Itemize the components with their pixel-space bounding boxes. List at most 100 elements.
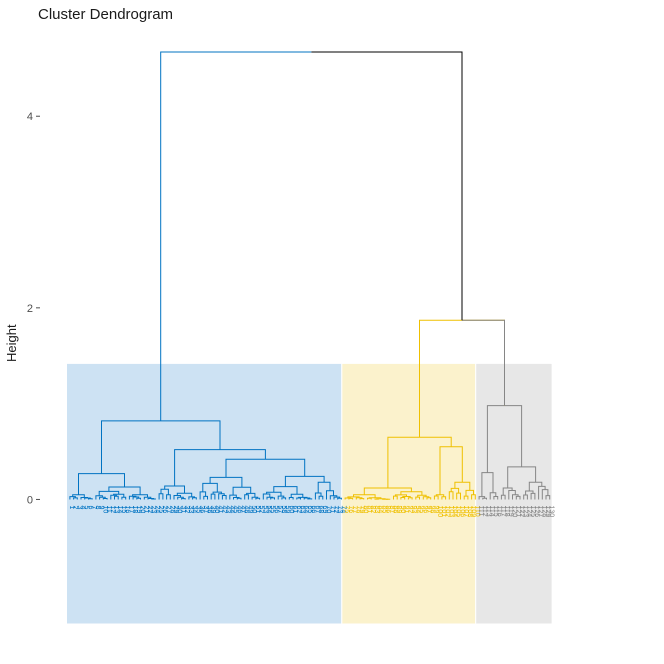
leaf-label: 82: [369, 506, 376, 514]
leaf-label: 116: [496, 506, 503, 517]
leaf-label: 106: [459, 506, 466, 518]
leaf-label: 59: [284, 506, 291, 514]
leaf-label: 43: [224, 506, 231, 514]
leaf-label: 114: [488, 506, 495, 517]
leaf-label: 120: [511, 506, 518, 518]
leaf-label: 20: [139, 506, 146, 514]
leaf-label: 92: [406, 506, 413, 514]
leaf-label: 68: [317, 506, 324, 514]
leaf-label: 73: [336, 506, 343, 514]
leaf-label: 63: [299, 506, 306, 514]
leaf-label: 57: [276, 506, 283, 514]
leaf-label: 31: [180, 506, 187, 514]
leaf-label: 72: [332, 506, 339, 514]
leaf-label: 113: [485, 506, 492, 517]
leaf-label: 125: [529, 506, 536, 518]
leaf-label: 126: [533, 506, 540, 518]
leaf-label: 101: [440, 506, 447, 518]
leaf-label: 46: [235, 506, 242, 514]
leaf-label: 75: [343, 506, 350, 514]
leaf-label: 8: [94, 506, 101, 510]
leaf-label: 74: [339, 506, 346, 514]
leaf-label: 62: [295, 506, 302, 514]
leaf-label: 38: [206, 506, 213, 514]
leaf-label: 50: [250, 506, 257, 514]
leaf-label: 35: [194, 506, 201, 514]
leaf-label: 102: [444, 506, 451, 518]
leaf-label: 2: [72, 506, 79, 510]
leaf-label: 11: [105, 506, 112, 513]
leaf-label: 95: [418, 506, 425, 514]
leaf-label: 79: [358, 506, 365, 514]
leaf-label: 117: [499, 506, 506, 517]
leaf-label: 83: [373, 506, 380, 514]
dendrogram-link: [151, 498, 156, 500]
leaf-label: 81: [366, 506, 373, 514]
leaf-label: 7: [90, 506, 97, 510]
leaf-label: 70: [325, 506, 332, 514]
leaf-label: 9: [98, 506, 105, 510]
leaf-label: 90: [399, 506, 406, 514]
leaf-label: 55: [269, 506, 276, 514]
leaf-label: 128: [540, 506, 547, 518]
leaf-label: 61: [291, 506, 298, 514]
leaf-label: 21: [142, 506, 149, 514]
leaf-label: 22: [146, 506, 153, 514]
leaf-label: 32: [183, 506, 190, 514]
leaf-label: 28: [168, 506, 175, 514]
leaf-label: 25: [157, 506, 164, 514]
leaf-label: 122: [518, 506, 525, 518]
leaf-label: 93: [410, 506, 417, 514]
leaf-label: 109: [470, 506, 477, 518]
leaf-label: 60: [287, 506, 294, 514]
cluster-rect: [475, 362, 553, 625]
leaf-label: 33: [187, 506, 194, 514]
leaf-label: 94: [414, 506, 421, 514]
leaf-label: 14: [116, 506, 123, 514]
leaf-label: 78: [354, 506, 361, 514]
leaf-label: 42: [220, 506, 227, 514]
leaf-label: 87: [388, 506, 395, 514]
leaf-label: 129: [544, 506, 551, 518]
y-tick-label: 0: [27, 494, 33, 506]
leaf-label: 86: [384, 506, 391, 514]
leaf-label: 123: [522, 506, 529, 518]
root-link-right: [311, 51, 463, 321]
leaf-label: 127: [537, 506, 544, 518]
leaf-label: 48: [243, 506, 250, 514]
leaf-label: 88: [392, 506, 399, 514]
leaf-label: 15: [120, 506, 127, 514]
leaf-label: 110: [473, 506, 480, 517]
leaf-label: 40: [213, 506, 220, 514]
leaf-label: 105: [455, 506, 462, 518]
leaf-label: 130: [548, 506, 555, 518]
leaf-label: 84: [377, 506, 384, 514]
leaf-label: 53: [261, 506, 268, 514]
leaf-label: 1: [68, 506, 75, 510]
leaf-label: 80: [362, 506, 369, 514]
leaf-label: 97: [425, 506, 432, 514]
leaf-label: 36: [198, 506, 205, 514]
cluster-rect: [341, 362, 477, 625]
leaf-label: 34: [191, 506, 198, 514]
leaf-label: 64: [302, 506, 309, 514]
leaf-label: 124: [525, 506, 532, 518]
leaf-label: 66: [310, 506, 317, 514]
leaf-label: 96: [421, 506, 428, 514]
leaf-label: 71: [328, 506, 335, 514]
leaf-label: 18: [131, 506, 138, 514]
leaf-label: 45: [232, 506, 239, 514]
leaf-label: 19: [135, 506, 142, 514]
leaf-label: 56: [273, 506, 280, 514]
leaf-label: 49: [246, 506, 253, 514]
leaf-label: 111: [477, 506, 484, 517]
leaf-label: 13: [113, 506, 120, 514]
leaf-label: 47: [239, 506, 246, 514]
leaf-label: 85: [380, 506, 387, 514]
leaf-label: 17: [127, 506, 134, 514]
leaf-label: 3: [75, 506, 82, 510]
leaf-label: 37: [202, 506, 209, 514]
leaf-label: 51: [254, 506, 261, 514]
leaf-label: 77: [351, 506, 358, 514]
